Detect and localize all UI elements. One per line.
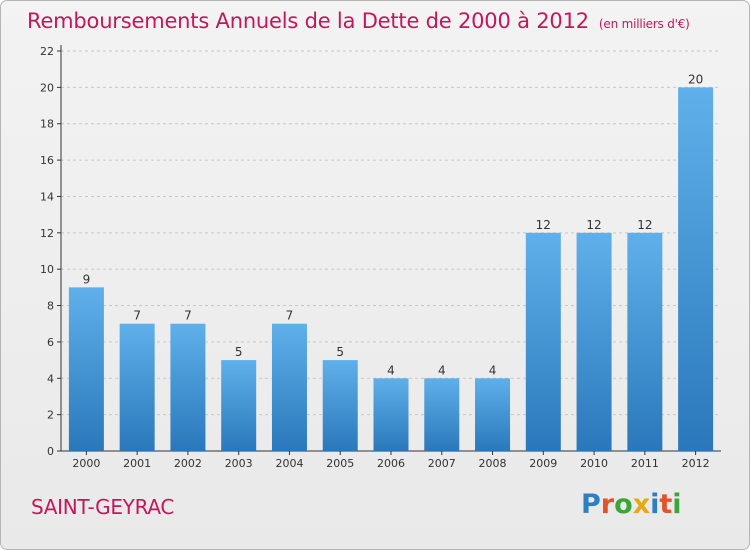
logo-letter: t [659, 489, 673, 520]
bar [322, 360, 358, 451]
data-label: 4 [489, 363, 497, 377]
data-label: 12 [637, 218, 652, 232]
bar [525, 232, 561, 451]
bar [373, 378, 409, 451]
logo-letter: i [672, 489, 682, 520]
y-tick-label: 22 [40, 45, 54, 58]
logo-letter: P [581, 489, 601, 520]
logo-letter: i [650, 489, 660, 520]
logo-letter: x [632, 489, 651, 520]
y-tick-label: 20 [40, 81, 54, 94]
data-label: 4 [438, 363, 446, 377]
logo-letter: r [600, 489, 615, 520]
x-tick-label: 2001 [123, 457, 151, 470]
data-label: 5 [336, 345, 344, 359]
y-tick-label: 2 [47, 409, 54, 422]
chart-title-text: Remboursements Annuels de la Dette de 20… [27, 9, 589, 33]
logo-letter: o [614, 489, 633, 520]
data-label: 12 [536, 218, 551, 232]
x-tick-label: 2010 [580, 457, 608, 470]
x-tick-label: 2007 [428, 457, 456, 470]
data-label: 5 [235, 345, 243, 359]
bar [424, 378, 460, 451]
data-label: 12 [586, 218, 601, 232]
bar [119, 323, 155, 451]
y-tick-label: 12 [40, 227, 54, 240]
bar [627, 232, 663, 451]
bar [221, 360, 257, 451]
x-tick-label: 2002 [174, 457, 202, 470]
bar [271, 323, 307, 451]
y-tick-label: 18 [40, 118, 54, 131]
proxiti-logo: Proxiti [581, 489, 682, 520]
data-label: 9 [83, 272, 91, 286]
y-tick-label: 10 [40, 263, 54, 276]
y-tick-label: 4 [47, 372, 54, 385]
x-tick-label: 2000 [72, 457, 100, 470]
y-tick-label: 0 [47, 445, 54, 458]
x-tick-label: 2004 [275, 457, 303, 470]
x-tick-label: 2011 [631, 457, 659, 470]
y-tick-label: 6 [47, 336, 54, 349]
data-label: 7 [286, 309, 294, 323]
data-label: 7 [184, 309, 192, 323]
y-tick-label: 14 [40, 190, 54, 203]
bar [170, 323, 206, 451]
data-label: 20 [688, 72, 703, 86]
x-tick-label: 2005 [326, 457, 354, 470]
chart-unit: (en milliers d'€) [598, 17, 690, 31]
bar [475, 378, 511, 451]
data-label: 7 [133, 309, 141, 323]
y-tick-label: 8 [47, 300, 54, 313]
x-tick-label: 2012 [682, 457, 710, 470]
x-tick-label: 2008 [479, 457, 507, 470]
bar [68, 287, 104, 451]
y-tick-label: 16 [40, 154, 54, 167]
commune-name: SAINT-GEYRAC [31, 495, 175, 519]
x-tick-label: 2003 [225, 457, 253, 470]
x-tick-label: 2009 [529, 457, 557, 470]
x-tick-label: 2006 [377, 457, 405, 470]
bar [576, 232, 612, 451]
chart-title: Remboursements Annuels de la Dette de 20… [27, 9, 690, 33]
data-label: 4 [387, 363, 395, 377]
bar [678, 87, 714, 451]
